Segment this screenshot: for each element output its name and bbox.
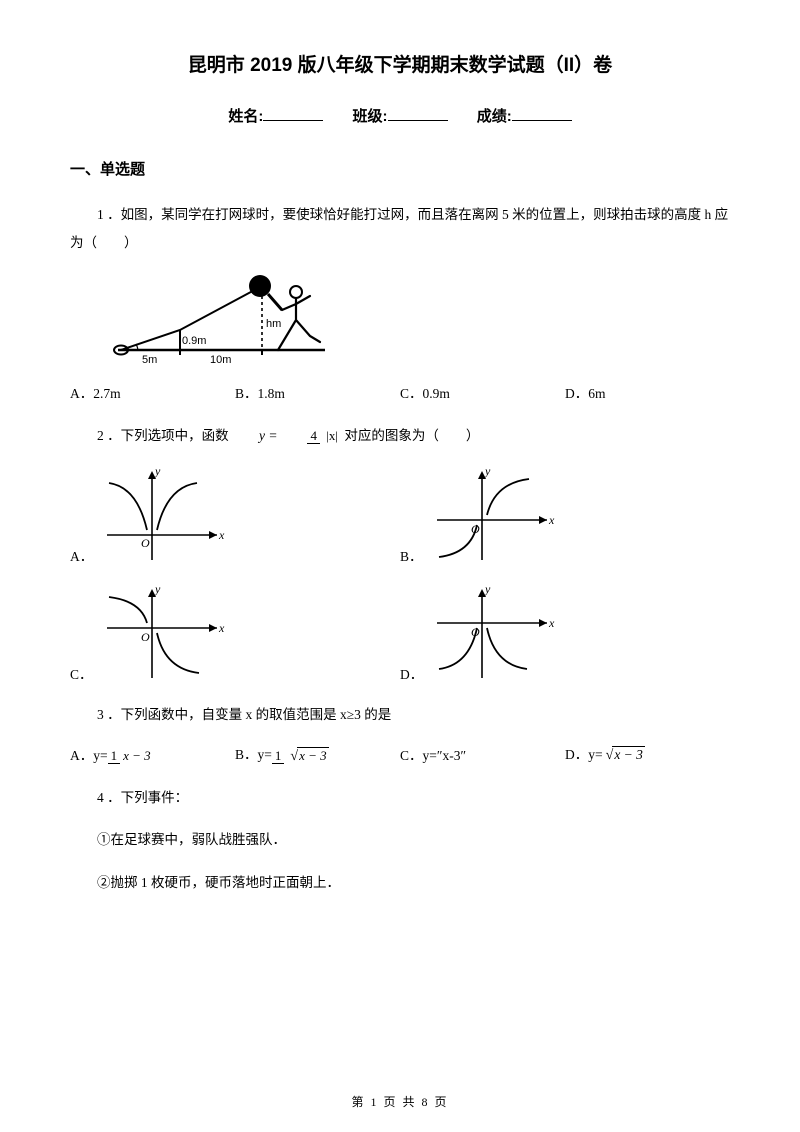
svg-text:x: x bbox=[548, 513, 555, 527]
q2-function: y = 4 |x| bbox=[232, 422, 341, 450]
q1-opt-b[interactable]: B．1.8m bbox=[235, 382, 400, 402]
q2-opt-a[interactable]: A． x y O bbox=[70, 465, 400, 565]
q4-event1: ①在足球赛中，弱队战胜强队． bbox=[70, 826, 730, 854]
score-blank[interactable] bbox=[512, 107, 572, 121]
graph-b-icon: x y O bbox=[427, 465, 557, 565]
graph-d-icon: x y O bbox=[427, 583, 557, 683]
class-blank[interactable] bbox=[388, 107, 448, 121]
q2-text: 2 ．下列选项中，函数 y = 4 |x| 对应的图象为（ ） bbox=[70, 422, 730, 451]
q2-opt-d[interactable]: D． x y O bbox=[400, 583, 730, 683]
svg-text:y: y bbox=[154, 465, 161, 478]
q3-opt-c[interactable]: C．y=″x-3″ bbox=[400, 744, 565, 764]
q2-row1: A． x y O B． x y O bbox=[70, 465, 730, 565]
q3-opt-b[interactable]: B．y=1x − 3 bbox=[235, 743, 400, 764]
q2-suffix: 对应的图象为（ ） bbox=[344, 428, 479, 443]
graph-a-icon: x y O bbox=[97, 465, 227, 565]
q3-options: A．y=1x − 3 B．y=1x − 3 C．y=″x-3″ D．y=x − … bbox=[70, 743, 730, 764]
q1-options: A．2.7m B．1.8m C．0.9m D．6m bbox=[70, 382, 730, 402]
name-label: 姓名: bbox=[228, 108, 263, 125]
q2-prefix: 2 ．下列选项中，函数 bbox=[97, 428, 229, 443]
info-row: 姓名: 班级: 成绩: bbox=[70, 105, 730, 126]
svg-text:x: x bbox=[218, 621, 225, 635]
svg-text:y: y bbox=[154, 583, 161, 596]
name-blank[interactable] bbox=[263, 107, 323, 121]
d1-label: 5m bbox=[142, 354, 157, 366]
graph-c-icon: x y O bbox=[97, 583, 227, 683]
svg-text:y: y bbox=[484, 583, 491, 596]
q2-opt-b[interactable]: B． x y O bbox=[400, 465, 730, 565]
q2-opt-c[interactable]: C． x y O bbox=[70, 583, 400, 683]
svg-text:y: y bbox=[484, 465, 491, 478]
svg-text:x: x bbox=[548, 616, 555, 630]
q1-opt-d[interactable]: D．6m bbox=[565, 382, 730, 402]
svg-text:O: O bbox=[141, 536, 150, 550]
svg-text:O: O bbox=[141, 630, 150, 644]
page-title: 昆明市 2019 版八年级下学期期末数学试题（II）卷 bbox=[70, 50, 730, 77]
net-height-label: 0.9m bbox=[182, 335, 206, 347]
q1-opt-a[interactable]: A．2.7m bbox=[70, 382, 235, 402]
q3-text: 3 ．下列函数中，自变量 x 的取值范围是 x≥3 的是 bbox=[70, 701, 730, 729]
score-label: 成绩: bbox=[477, 108, 512, 125]
q2-row2: C． x y O D． x y O bbox=[70, 583, 730, 683]
q4-event2: ②抛掷 1 枚硬币，硬币落地时正面朝上． bbox=[70, 869, 730, 897]
page-footer: 第 1 页 共 8 页 bbox=[0, 1093, 800, 1110]
q1-diagram: 0.9m 5m 10m hm bbox=[110, 272, 730, 372]
hm-label: hm bbox=[266, 318, 281, 330]
q3-opt-d[interactable]: D．y=x − 3 bbox=[565, 743, 730, 764]
class-label: 班级: bbox=[353, 108, 388, 125]
svg-text:x: x bbox=[218, 528, 225, 542]
section-heading: 一、单选题 bbox=[70, 158, 730, 179]
q4-text: 4 ．下列事件： bbox=[70, 784, 730, 812]
d2-label: 10m bbox=[210, 354, 231, 366]
q1-opt-c[interactable]: C．0.9m bbox=[400, 382, 565, 402]
q3-opt-a[interactable]: A．y=1x − 3 bbox=[70, 744, 235, 764]
q1-text: 1 ．如图，某同学在打网球时，要使球恰好能打过网，而且落在离网 5 米的位置上，… bbox=[70, 201, 730, 258]
